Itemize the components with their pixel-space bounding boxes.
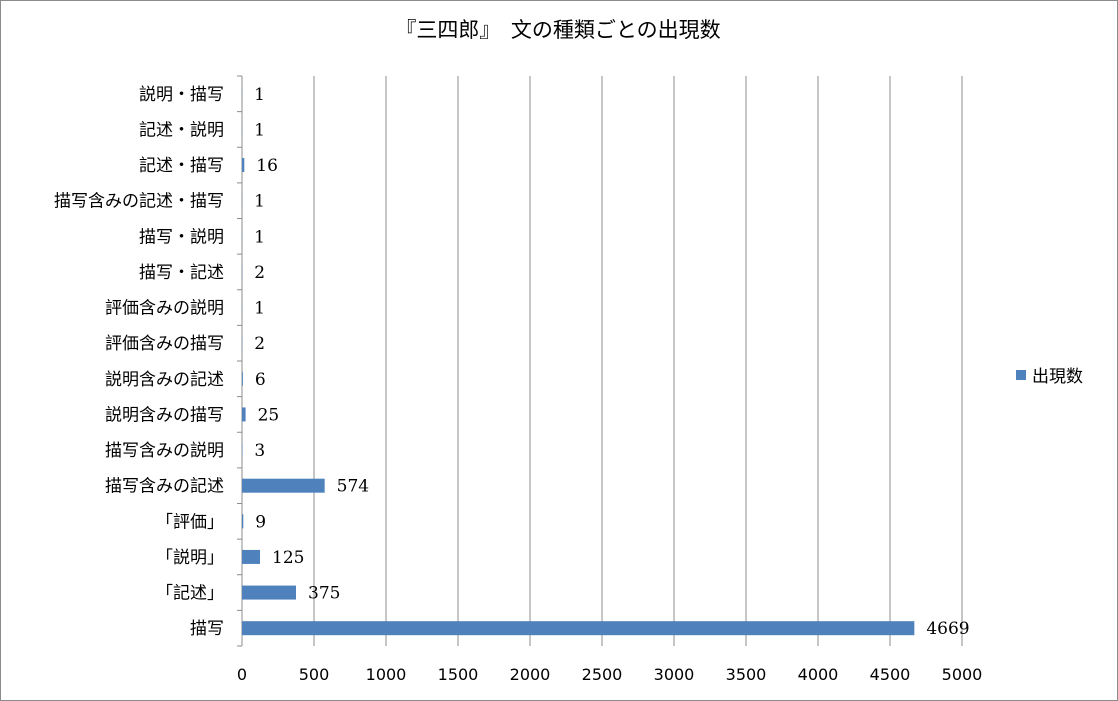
x-tick-labels: 0 500 1000 1500 2000 2500 3000 3500 4000 4500 5000	[237, 665, 982, 684]
data-label-10: 2	[254, 263, 265, 283]
category-label-10: 描写・記述	[139, 263, 224, 283]
category-label-3: 「評価」	[156, 512, 224, 532]
bars	[242, 86, 915, 636]
bar-7	[242, 371, 243, 386]
chart-title: 『三四郎』 文の種類ごとの出現数	[395, 18, 721, 42]
legend-label: 出現数	[1032, 367, 1083, 387]
bar-0	[242, 621, 915, 636]
x-tick-label-1500: 1500	[438, 665, 479, 684]
category-label-5: 描写含みの説明	[105, 441, 224, 461]
data-label-2: 125	[272, 548, 304, 568]
bar-6	[242, 407, 246, 422]
x-tick-label-3000: 3000	[654, 665, 695, 684]
bar-4	[242, 478, 325, 493]
category-label-8: 評価含みの描写	[105, 334, 224, 354]
data-label-3: 9	[255, 512, 266, 532]
x-tick-label-2000: 2000	[510, 665, 551, 684]
gridlines	[237, 75, 963, 647]
x-tick-label-3500: 3500	[726, 665, 767, 684]
category-label-11: 描写・説明	[139, 227, 224, 247]
category-label-13: 記述・描写	[139, 156, 224, 176]
data-label-9: 1	[254, 299, 265, 319]
legend: 出現数	[1016, 362, 1083, 387]
category-label-0: 描写	[190, 619, 224, 639]
category-label-1: 「記述」	[156, 584, 224, 604]
category-label-6: 説明含みの描写	[105, 405, 224, 425]
bar-3	[242, 514, 244, 529]
category-label-4: 描写含みの記述	[105, 477, 224, 497]
category-label-14: 記述・説明	[139, 120, 224, 140]
data-label-12: 1	[254, 192, 265, 212]
data-label-15: 1	[254, 85, 265, 105]
data-label-13: 16	[256, 156, 278, 176]
x-tick-label-1000: 1000	[366, 665, 407, 684]
data-label-5: 3	[254, 441, 265, 461]
data-label-11: 1	[254, 227, 265, 247]
category-labels: 描写 「記述」 「説明」 「評価」 描写含みの記述描写含みの説明説明含みの描写説明含みの…	[54, 85, 224, 639]
bar-1	[242, 585, 296, 600]
x-tick-label-4000: 4000	[798, 665, 839, 684]
x-tick-label-4500: 4500	[870, 665, 911, 684]
legend-swatch	[1016, 369, 1026, 380]
data-label-7: 6	[255, 370, 266, 390]
category-label-7: 説明含みの記述	[105, 370, 224, 390]
data-label-1: 375	[308, 584, 340, 604]
category-label-12: 描写含みの記述・描写	[54, 192, 224, 212]
x-tick-label-0: 0	[237, 665, 247, 684]
data-label-0: 4669	[926, 619, 969, 639]
x-tick-label-5000: 5000	[942, 665, 983, 684]
bar-13	[242, 158, 245, 173]
data-label-14: 1	[254, 120, 265, 140]
data-label-8: 2	[254, 334, 265, 354]
data-label-4: 574	[337, 477, 369, 497]
category-label-2: 「説明」	[156, 548, 224, 568]
x-tick-label-500: 500	[299, 665, 330, 684]
data-label-6: 25	[258, 405, 280, 425]
x-tick-label-2500: 2500	[582, 665, 623, 684]
category-label-9: 評価含みの説明	[105, 299, 224, 319]
category-label-15: 説明・描写	[139, 85, 224, 105]
bar-2	[242, 549, 260, 564]
